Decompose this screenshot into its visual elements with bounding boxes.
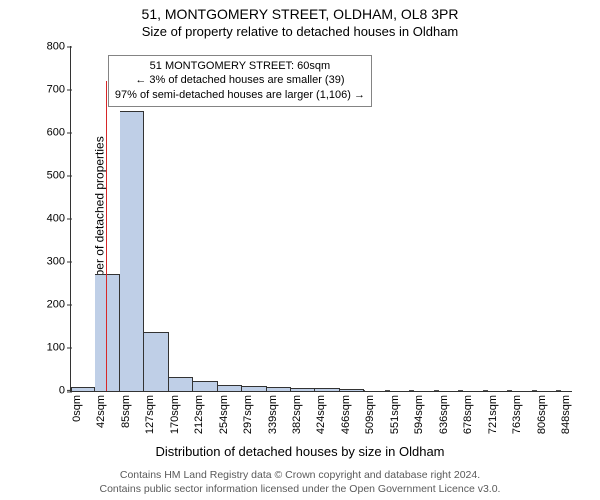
y-tick: 0 bbox=[29, 386, 71, 397]
bar bbox=[340, 389, 364, 391]
x-tick: 678sqm bbox=[462, 391, 474, 434]
x-tick: 594sqm bbox=[413, 391, 425, 434]
x-tick: 636sqm bbox=[438, 391, 450, 434]
bar bbox=[218, 385, 242, 391]
x-tick: 127sqm bbox=[144, 391, 156, 434]
x-axis-label: Distribution of detached houses by size … bbox=[0, 444, 600, 459]
annotation-line: 51 MONTGOMERY STREET: 60sqm bbox=[115, 59, 365, 74]
x-tick: 763sqm bbox=[511, 391, 523, 434]
bar bbox=[267, 387, 291, 391]
page-subtitle: Size of property relative to detached ho… bbox=[0, 24, 600, 39]
bar bbox=[120, 111, 144, 391]
annotation-line: ← 3% of detached houses are smaller (39) bbox=[115, 73, 365, 88]
x-tick: 848sqm bbox=[560, 391, 572, 434]
y-tick: 700 bbox=[29, 84, 71, 95]
y-tick: 100 bbox=[29, 342, 71, 353]
bar bbox=[71, 387, 95, 391]
y-tick: 600 bbox=[29, 127, 71, 138]
bar bbox=[169, 377, 193, 391]
copyright-footer: Contains HM Land Registry data © Crown c… bbox=[0, 468, 600, 496]
bar bbox=[315, 388, 339, 391]
x-tick: 382sqm bbox=[291, 391, 303, 434]
annotation-line: 97% of semi-detached houses are larger (… bbox=[115, 88, 365, 103]
bar bbox=[193, 381, 217, 391]
bar bbox=[144, 332, 168, 391]
x-tick: 297sqm bbox=[242, 391, 254, 434]
x-tick: 339sqm bbox=[267, 391, 279, 434]
property-marker-line bbox=[106, 81, 107, 391]
y-tick: 200 bbox=[29, 299, 71, 310]
x-tick: 721sqm bbox=[487, 391, 499, 434]
x-tick: 466sqm bbox=[340, 391, 352, 434]
footer-line1: Contains HM Land Registry data © Crown c… bbox=[0, 468, 600, 482]
x-tick: 85sqm bbox=[120, 391, 132, 428]
bar bbox=[242, 386, 266, 391]
x-tick: 170sqm bbox=[169, 391, 181, 434]
chart-area: Number of detached properties 0100200300… bbox=[70, 46, 572, 392]
annotation-box: 51 MONTGOMERY STREET: 60sqm← 3% of detac… bbox=[108, 55, 372, 108]
footer-line2: Contains public sector information licen… bbox=[0, 482, 600, 496]
page-title: 51, MONTGOMERY STREET, OLDHAM, OL8 3PR bbox=[0, 6, 600, 22]
bar bbox=[291, 388, 315, 391]
x-tick: 42sqm bbox=[95, 391, 107, 428]
y-tick: 300 bbox=[29, 256, 71, 267]
y-tick: 800 bbox=[29, 41, 71, 52]
x-tick: 806sqm bbox=[536, 391, 548, 434]
x-tick: 254sqm bbox=[218, 391, 230, 434]
x-tick: 551sqm bbox=[389, 391, 401, 434]
y-tick: 500 bbox=[29, 170, 71, 181]
x-tick: 0sqm bbox=[71, 391, 83, 422]
y-tick: 400 bbox=[29, 213, 71, 224]
x-tick: 212sqm bbox=[193, 391, 205, 434]
x-tick: 509sqm bbox=[364, 391, 376, 434]
x-tick: 424sqm bbox=[315, 391, 327, 434]
bar bbox=[95, 274, 119, 391]
